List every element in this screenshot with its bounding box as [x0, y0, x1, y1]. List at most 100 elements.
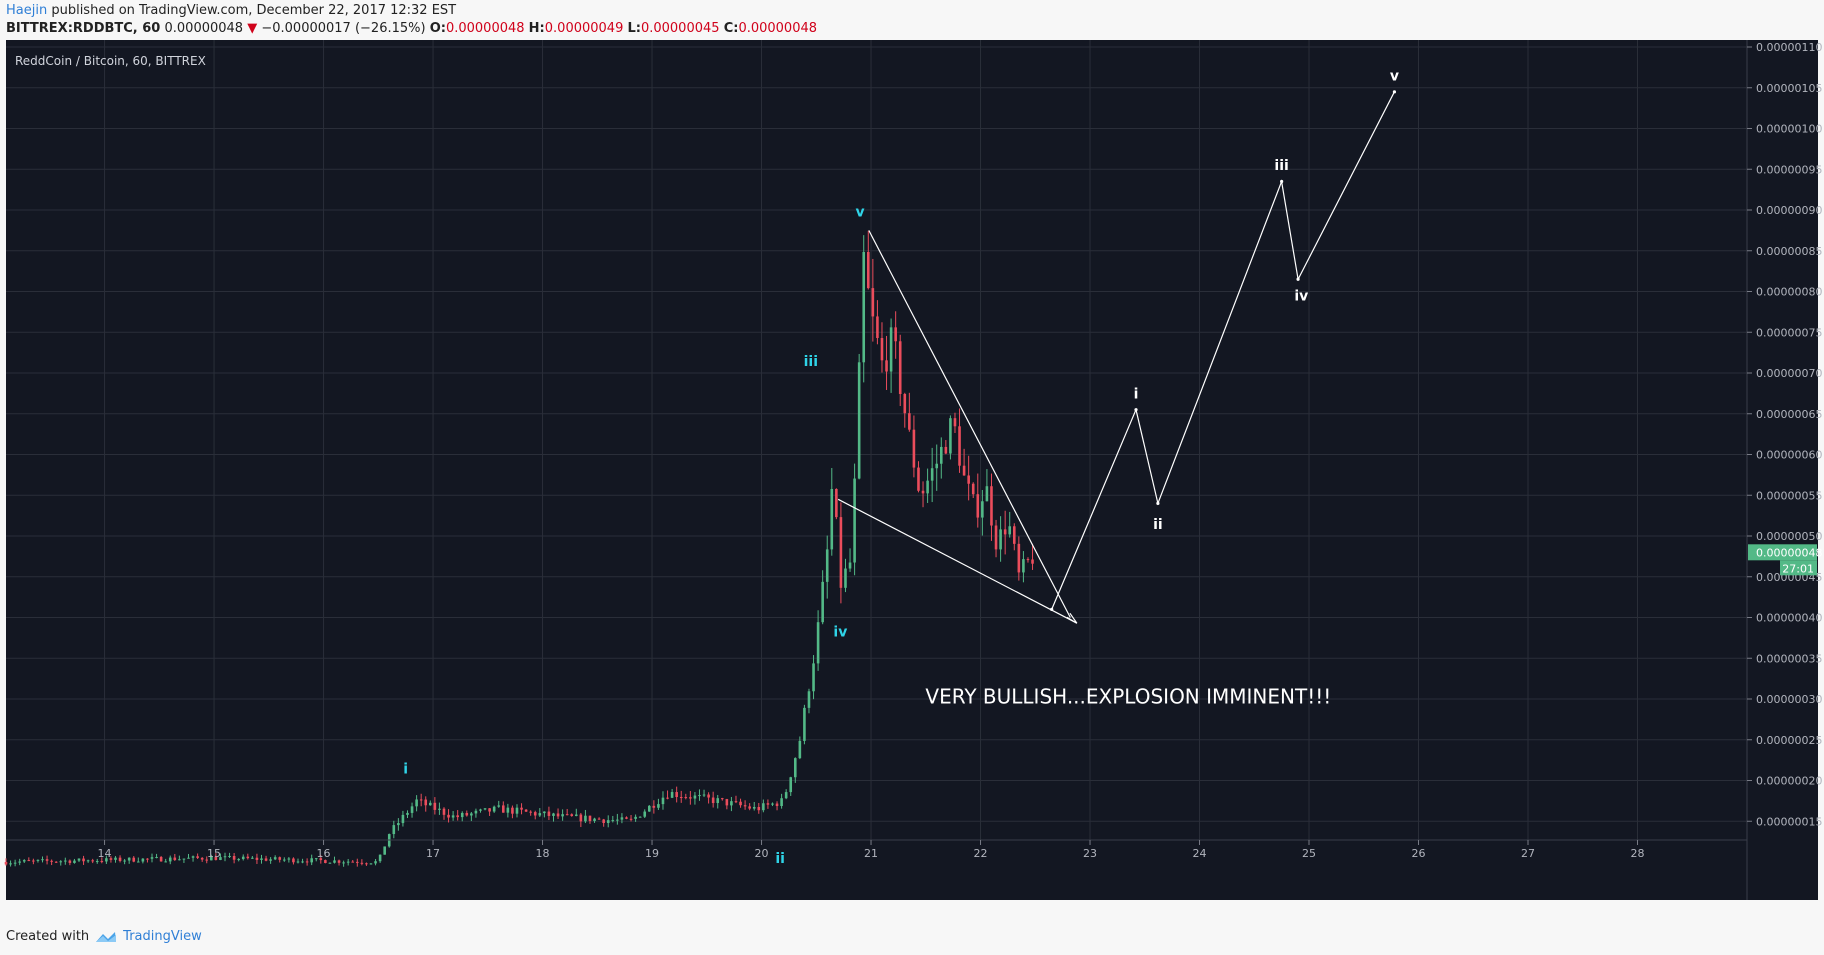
candle-body — [237, 859, 240, 861]
candle-body — [337, 860, 341, 863]
candle-body — [50, 860, 53, 862]
x-tick-label: 28 — [1631, 847, 1645, 860]
candle-body — [273, 857, 277, 860]
candle-body — [392, 825, 396, 835]
candle-body — [32, 860, 35, 862]
candle-body — [137, 861, 140, 863]
candle-body — [602, 819, 605, 823]
candle-body — [552, 813, 555, 816]
candle-body — [939, 446, 943, 464]
candle-body — [716, 798, 720, 804]
projection-label-v: v — [1390, 69, 1399, 85]
x-tick-label: 19 — [645, 847, 659, 860]
publish-line: Haejin published on TradingView.com, Dec… — [6, 3, 456, 18]
candle-body — [844, 568, 847, 588]
candle-body — [798, 740, 802, 759]
candle-body — [278, 857, 282, 860]
candle-body — [574, 814, 578, 816]
x-tick-label: 15 — [207, 847, 221, 860]
projection-path — [1051, 91, 1395, 610]
candle-body — [1031, 559, 1034, 564]
candle-body — [429, 802, 432, 806]
candle-body — [415, 799, 418, 807]
candle-body — [255, 857, 259, 860]
candle-body — [100, 861, 104, 863]
wedge-trendline — [868, 230, 1071, 618]
candle-body — [734, 801, 738, 803]
candle-body — [314, 858, 318, 860]
candle-body — [328, 862, 332, 864]
candle-body — [1003, 529, 1007, 535]
time-axis[interactable]: 14 15 16 17 18 19 20 21 22 23 24 25 26 27 28 — [6, 839, 1747, 860]
candle-body — [150, 857, 154, 859]
candle-body — [606, 820, 610, 823]
x-tick-label: 14 — [98, 847, 112, 860]
candle-body — [319, 858, 323, 861]
candle-body — [944, 446, 948, 454]
candle-body — [784, 792, 788, 799]
price-axis[interactable]: 0.00000015 0.00000020 0.00000025 0.00000030… — [1746, 40, 1822, 900]
candle-body — [246, 856, 250, 859]
candle-body — [451, 815, 455, 818]
projection-node — [1050, 607, 1054, 611]
y-tick-label: 0.00000080 — [1756, 286, 1822, 299]
candle-body — [780, 798, 783, 806]
candle-body — [182, 858, 186, 860]
candles — [4, 230, 1034, 867]
candle-body — [816, 622, 820, 664]
candle-body — [1026, 559, 1030, 561]
last-price-tag-label: 0.00000048 — [1756, 546, 1822, 559]
down-arrow-icon: ▼ — [247, 21, 258, 36]
author-link[interactable]: Haejin — [6, 3, 48, 18]
candle-body — [77, 858, 81, 861]
candle-body — [410, 806, 414, 813]
candle-body — [752, 806, 756, 809]
high-value: 0.00000049 — [544, 21, 624, 36]
candle-body — [159, 856, 163, 862]
candle-body — [634, 816, 637, 819]
y-tick-label: 0.00000040 — [1756, 612, 1822, 625]
candle-body — [807, 691, 811, 708]
candle-body — [82, 858, 85, 862]
candle-body — [397, 823, 400, 826]
candle-body — [210, 856, 213, 861]
projection-label-i: i — [1134, 386, 1139, 402]
candle-body — [219, 857, 222, 860]
candle-body — [191, 856, 195, 858]
candle-body — [962, 465, 966, 476]
published-text: published on TradingView.com, December 2… — [51, 3, 457, 18]
candle-body — [958, 426, 961, 466]
candle-body — [543, 811, 546, 814]
candle-body — [739, 801, 742, 806]
plot-area[interactable] — [6, 40, 1818, 900]
candle-body — [383, 846, 386, 855]
candle-body — [296, 861, 300, 863]
candle-body — [228, 855, 231, 857]
tradingview-link[interactable]: TradingView — [123, 929, 202, 944]
candle-body — [565, 814, 569, 816]
candle-body — [27, 860, 31, 862]
candle-body — [857, 362, 861, 479]
candle-body — [702, 794, 706, 796]
candle-body — [953, 418, 957, 427]
candle-body — [570, 814, 574, 816]
annotation-text: VERY BULLISH...EXPLOSION IMMINENT!!! — [925, 685, 1331, 709]
last-price-tag — [1748, 544, 1817, 561]
candle-body — [588, 815, 592, 822]
candle-body — [173, 857, 177, 861]
projection-node — [1156, 501, 1160, 505]
candle-body — [684, 797, 688, 799]
y-tick-label: 0.00000065 — [1756, 408, 1822, 421]
candle-body — [762, 803, 765, 811]
candle-body — [9, 863, 12, 865]
candle-body — [670, 792, 674, 798]
candle-body — [912, 429, 916, 468]
candle-body — [73, 860, 76, 863]
candle-body — [460, 812, 464, 818]
candle-body — [538, 813, 542, 816]
x-tick-label: 24 — [1193, 847, 1207, 860]
candle-body — [4, 862, 8, 865]
arrow-head-icon — [1066, 612, 1078, 624]
